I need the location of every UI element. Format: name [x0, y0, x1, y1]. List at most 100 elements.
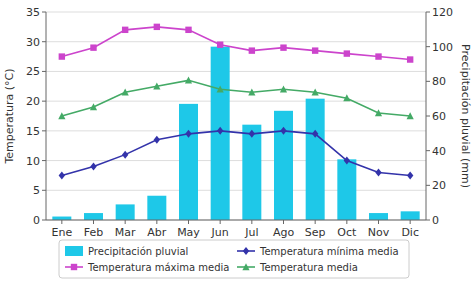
- y-tick-label: 0: [33, 214, 40, 227]
- plot-area: [52, 24, 419, 220]
- y2-tick: [426, 81, 430, 82]
- x-tick-label: Jul: [244, 226, 258, 239]
- marker: [217, 85, 224, 92]
- legend-frame: [59, 240, 409, 278]
- x-tick-label: Abr: [147, 226, 167, 239]
- bar: [211, 47, 230, 220]
- marker: [312, 130, 318, 138]
- legend-swatch: [65, 246, 83, 256]
- y2-tick: [426, 116, 430, 117]
- x-tick: [125, 220, 126, 224]
- y-tick-label: 35: [26, 6, 40, 19]
- bar: [52, 217, 71, 220]
- marker: [122, 151, 128, 159]
- y-tick-label: 5: [33, 184, 40, 197]
- marker: [90, 44, 96, 50]
- marker: [407, 112, 414, 119]
- x-axis: [46, 220, 426, 221]
- bar: [337, 159, 356, 220]
- bar: [306, 99, 325, 220]
- y2-axis: [426, 12, 427, 220]
- x-tick: [93, 220, 94, 224]
- y-tick-label: 30: [26, 36, 40, 49]
- x-tick-label: Oct: [337, 226, 357, 239]
- marker: [375, 109, 382, 116]
- x-tick-label: Dic: [401, 226, 419, 239]
- x-tick-label: Jun: [211, 226, 229, 239]
- y-axis-label: Temperatura (°C): [3, 68, 16, 164]
- marker: [249, 47, 255, 53]
- y-tick: [42, 160, 46, 161]
- marker: [344, 157, 350, 165]
- line: [62, 27, 410, 60]
- line: [62, 131, 410, 176]
- grid-line: [46, 130, 426, 131]
- legend-label: Temperatura media: [259, 262, 358, 273]
- x-tick-label: Sep: [305, 226, 326, 239]
- chart: 05101520253035020406080100120Temperatura…: [0, 0, 474, 294]
- grid-line: [46, 190, 426, 191]
- y-tick: [42, 130, 46, 131]
- y-tick-label: 25: [26, 65, 40, 78]
- marker: [407, 171, 413, 179]
- marker: [58, 112, 65, 119]
- grid-line: [46, 71, 426, 72]
- y2-tick: [426, 220, 430, 221]
- y2-tick-label: 40: [432, 145, 446, 158]
- x-tick: [315, 220, 316, 224]
- y-tick: [42, 41, 46, 42]
- marker: [248, 88, 255, 95]
- x-tick-label: May: [177, 226, 200, 239]
- bar: [179, 104, 198, 220]
- bar: [369, 213, 388, 220]
- marker: [312, 88, 319, 95]
- y2-tick: [426, 46, 430, 47]
- marker: [122, 27, 128, 33]
- marker: [312, 47, 318, 53]
- marker: [217, 41, 223, 47]
- y2-tick: [426, 12, 430, 13]
- marker: [122, 88, 129, 95]
- marker: [90, 163, 96, 171]
- marker: [90, 103, 97, 110]
- y2-tick-label: 60: [432, 110, 446, 123]
- x-tick: [346, 220, 347, 224]
- marker: [280, 127, 286, 135]
- marker: [217, 127, 223, 135]
- y-tick-label: 15: [26, 125, 40, 138]
- x-tick-label: Feb: [84, 226, 103, 239]
- grid-line: [46, 12, 426, 13]
- marker: [375, 53, 381, 59]
- legend-label: Temperatura máxima media: [87, 262, 229, 273]
- y2-tick-label: 0: [432, 214, 439, 227]
- marker: [375, 168, 381, 176]
- x-tick-label: Ene: [51, 226, 72, 239]
- marker: [249, 130, 255, 138]
- x-tick: [156, 220, 157, 224]
- line: [62, 80, 410, 116]
- bar: [401, 211, 420, 220]
- x-tick-label: Nov: [368, 226, 390, 239]
- y2-tick: [426, 150, 430, 151]
- marker: [407, 56, 413, 62]
- y2-tick: [426, 185, 430, 186]
- x-tick: [251, 220, 252, 224]
- marker: [71, 264, 77, 270]
- x-tick: [378, 220, 379, 224]
- x-tick-label: Ago: [273, 226, 295, 239]
- grid-line: [46, 220, 426, 221]
- y-tick: [42, 71, 46, 72]
- marker: [280, 85, 287, 92]
- marker: [344, 50, 350, 56]
- y2-axis-label: Precipitación pluvial (mm): [459, 44, 472, 188]
- bar: [84, 213, 103, 220]
- bar: [242, 125, 261, 220]
- grid-line: [46, 160, 426, 161]
- y-tick: [42, 12, 46, 13]
- y-tick-label: 20: [26, 95, 40, 108]
- marker: [243, 247, 249, 255]
- marker: [242, 263, 249, 270]
- legend-label: Temperatura mínima media: [259, 246, 399, 257]
- y-axis: [46, 12, 47, 220]
- marker: [185, 77, 192, 84]
